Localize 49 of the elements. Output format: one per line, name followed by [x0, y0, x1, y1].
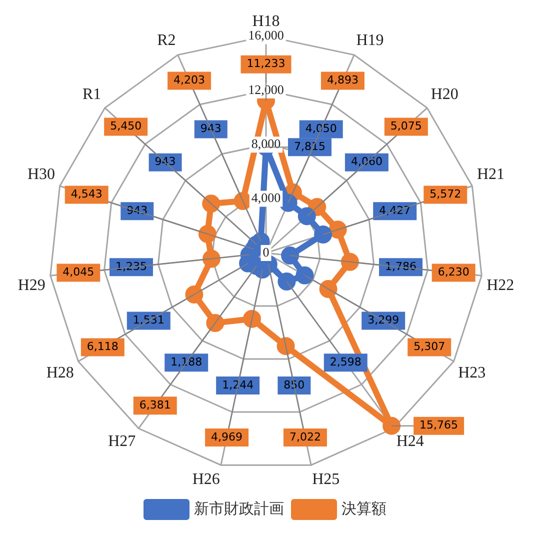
data-label: 943 [154, 155, 176, 168]
spoke-label: H27 [108, 433, 136, 450]
spoke-label: H23 [458, 364, 486, 382]
data-label: 3,299 [368, 314, 400, 327]
data-label: 5,450 [110, 120, 142, 133]
data-label: 4,045 [62, 266, 94, 279]
data-label: 943 [200, 122, 222, 136]
legend-label: 決算額 [342, 500, 386, 518]
y-tick-label: 4,000 [251, 190, 281, 206]
spoke-label: H28 [46, 364, 74, 382]
data-label: 4,893 [326, 74, 358, 87]
data-label: 1,235 [115, 260, 147, 274]
spoke-label: H21 [476, 166, 505, 184]
data-label: 6,118 [86, 340, 118, 354]
data-label: 2,598 [330, 355, 362, 368]
data-label: 5,307 [414, 340, 446, 354]
data-label: 5,572 [430, 188, 462, 201]
spoke-label: R2 [157, 32, 176, 49]
data-label: 4,060 [350, 155, 382, 168]
spoke-label: H29 [18, 276, 46, 294]
data-label: 4,203 [174, 74, 206, 87]
spoke-label: H26 [192, 470, 220, 488]
data-label: 5,075 [390, 120, 422, 133]
data-label: 1,531 [132, 314, 164, 327]
y-tick-label: 8,000 [251, 136, 281, 152]
data-label: 6,381 [139, 398, 171, 412]
spoke-label: H22 [486, 276, 514, 294]
data-label: 15,765 [420, 418, 458, 432]
spoke-label: H20 [430, 86, 458, 104]
data-label: 7,022 [289, 430, 321, 444]
data-label: 4,969 [211, 430, 243, 444]
data-label: 1,188 [170, 355, 202, 368]
data-label: 7,815 [294, 140, 326, 153]
spoke-label: H19 [356, 32, 384, 49]
spoke-label: H25 [312, 470, 340, 488]
spoke-label: H24 [396, 433, 424, 450]
spoke-label: H18 [252, 12, 280, 30]
data-label: 4,543 [70, 188, 102, 201]
spoke-label: R1 [82, 86, 102, 104]
legend-label: 新市財政計画 [194, 500, 284, 518]
y-tick-label: 0 [262, 244, 270, 260]
data-label: 850 [284, 378, 305, 392]
data-label: 11,233 [246, 57, 286, 70]
y-tick-label: 16,000 [248, 28, 284, 43]
spoke-label: H30 [27, 166, 56, 184]
data-label: 6,230 [438, 266, 470, 279]
data-label: 1,786 [385, 260, 417, 274]
data-label: 4,050 [305, 122, 337, 136]
data-label: 1,244 [222, 378, 254, 392]
